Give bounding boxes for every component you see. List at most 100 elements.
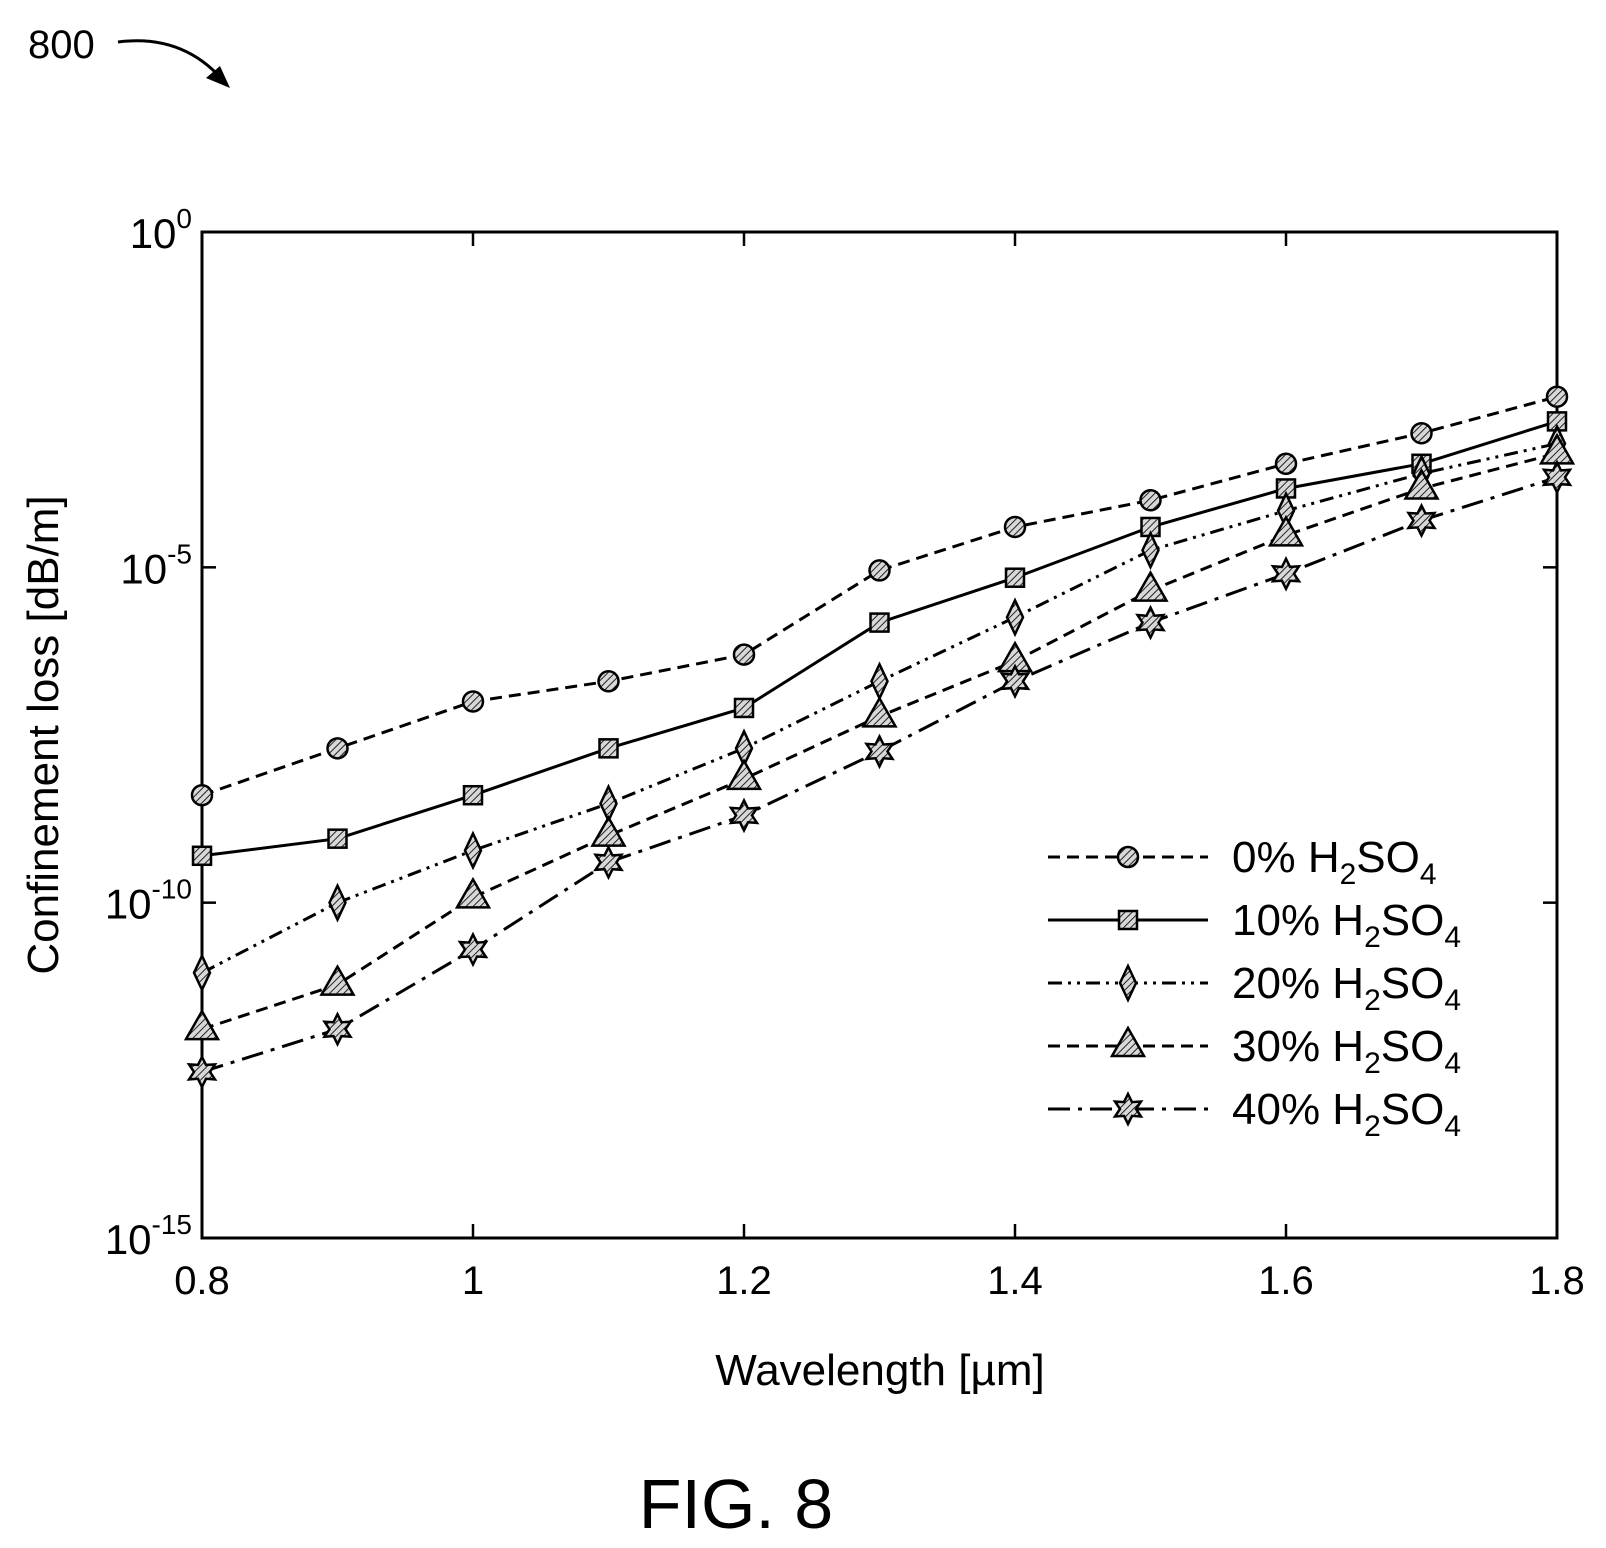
data-point-star bbox=[186, 1054, 218, 1090]
y-tick-label-base: 10 bbox=[120, 545, 167, 592]
data-point-triangle bbox=[1132, 570, 1169, 602]
x-tick-label: 1.8 bbox=[1529, 1259, 1585, 1303]
data-point-square bbox=[327, 828, 348, 849]
data-point-star bbox=[1406, 502, 1437, 539]
data-point-square bbox=[191, 845, 213, 867]
data-point-star bbox=[1270, 555, 1302, 592]
y-tick-label: 100 bbox=[130, 203, 192, 257]
data-point-triangle bbox=[1538, 432, 1576, 465]
legend-marker-square bbox=[1117, 909, 1139, 931]
data-point-diamond bbox=[870, 661, 889, 702]
legend-label-text: 10% H bbox=[1232, 896, 1364, 945]
legend-marker-star bbox=[1112, 1091, 1144, 1127]
data-point-triangle bbox=[183, 1008, 221, 1041]
y-tick-label-exponent: -15 bbox=[152, 1209, 192, 1240]
legend-marker-diamond bbox=[1118, 963, 1138, 1003]
data-point-circle bbox=[1545, 385, 1569, 408]
legend-label-subscript: 2 bbox=[1364, 1110, 1381, 1143]
legend-label-text: 40% H bbox=[1232, 1085, 1364, 1134]
data-point-circle bbox=[1410, 421, 1433, 445]
data-point-star bbox=[999, 663, 1031, 700]
data-point-star bbox=[457, 931, 489, 968]
legend-label-subscript: 4 bbox=[1444, 1110, 1461, 1143]
y-tick-label-base: 10 bbox=[130, 210, 177, 257]
legend-label-text: SO bbox=[1381, 959, 1445, 1008]
data-point-star bbox=[728, 797, 760, 834]
data-point-triangle bbox=[319, 964, 356, 996]
data-point-star bbox=[864, 733, 895, 770]
data-point-square bbox=[1004, 567, 1026, 588]
x-axis-label: Wavelength [µm] bbox=[715, 1346, 1044, 1395]
data-point-square bbox=[462, 784, 484, 806]
legend-label: 20% H2SO4 bbox=[1232, 959, 1461, 1017]
figure-ref-arrowhead bbox=[206, 66, 230, 88]
y-axis-label: Confinement loss [dB/m] bbox=[19, 495, 68, 974]
data-point-circle bbox=[868, 559, 891, 582]
data-point-triangle bbox=[1267, 514, 1305, 547]
data-point-star bbox=[1541, 459, 1573, 496]
y-tick-label-exponent: -5 bbox=[167, 538, 192, 569]
data-point-triangle bbox=[454, 876, 492, 909]
y-tick-label: 10-10 bbox=[105, 874, 192, 928]
data-point-star bbox=[322, 1011, 353, 1048]
legend-label-subscript: 2 bbox=[1364, 1047, 1381, 1080]
legend-label-text: SO bbox=[1381, 896, 1445, 945]
legend-entry: 20% H2SO4 bbox=[1048, 959, 1461, 1017]
legend-entry: 0% H2SO4 bbox=[1048, 833, 1437, 891]
legend-label-subscript: 4 bbox=[1420, 858, 1437, 891]
legend-label-subscript: 2 bbox=[1364, 921, 1381, 954]
data-point-star bbox=[1135, 604, 1166, 641]
data-point-circle bbox=[1139, 489, 1162, 512]
legend-label-text: SO bbox=[1356, 833, 1420, 882]
series-line bbox=[201, 419, 1558, 858]
y-tick-label-exponent: 0 bbox=[176, 203, 192, 234]
series-line bbox=[201, 395, 1558, 797]
legend-label: 10% H2SO4 bbox=[1232, 896, 1461, 954]
y-tick-label-base: 10 bbox=[105, 881, 152, 928]
data-point-diamond bbox=[328, 882, 347, 923]
legend-label-subscript: 4 bbox=[1444, 1047, 1461, 1080]
figure-caption: FIG. 8 bbox=[639, 1465, 833, 1543]
plot-area bbox=[200, 230, 1559, 1240]
series-star bbox=[186, 459, 1573, 1090]
data-point-circle bbox=[326, 737, 349, 760]
legend-label-subscript: 2 bbox=[1364, 984, 1381, 1017]
legend-label-text: 0% H bbox=[1232, 833, 1340, 882]
legend-label-subscript: 4 bbox=[1444, 921, 1461, 954]
data-point-diamond bbox=[463, 830, 483, 871]
legend-entry: 30% H2SO4 bbox=[1048, 1022, 1461, 1080]
legend-marker-circle bbox=[1116, 845, 1140, 869]
data-point-circle bbox=[732, 643, 756, 666]
data-point-square bbox=[733, 697, 755, 719]
data-point-diamond bbox=[1005, 597, 1025, 638]
x-tick-label: 1.2 bbox=[716, 1259, 772, 1303]
legend-entry: 10% H2SO4 bbox=[1048, 896, 1461, 954]
legend-label-text: 30% H bbox=[1232, 1022, 1364, 1071]
y-tick-label: 10-5 bbox=[120, 538, 192, 592]
legend-label: 30% H2SO4 bbox=[1232, 1022, 1461, 1080]
legend-marker-triangle bbox=[1109, 1025, 1147, 1058]
legend-label-subscript: 4 bbox=[1444, 984, 1461, 1017]
legend-label-text: SO bbox=[1381, 1022, 1445, 1071]
x-tick-label: 1.4 bbox=[987, 1259, 1043, 1303]
series-triangle bbox=[183, 432, 1576, 1041]
data-point-triangle bbox=[1403, 467, 1440, 500]
series-layer bbox=[183, 385, 1576, 1090]
data-point-circle bbox=[1003, 515, 1027, 539]
data-point-circle bbox=[597, 670, 620, 693]
legend-label: 0% H2SO4 bbox=[1232, 833, 1437, 891]
legend-label-text: SO bbox=[1381, 1085, 1445, 1134]
y-tick-label-exponent: -10 bbox=[152, 874, 192, 905]
series-square bbox=[191, 411, 1568, 867]
legend-entry: 40% H2SO4 bbox=[1048, 1085, 1461, 1143]
series-circle bbox=[190, 385, 1569, 807]
y-tick-label: 10-15 bbox=[105, 1209, 192, 1263]
data-point-circle bbox=[190, 783, 214, 807]
x-tick-label: 1 bbox=[462, 1259, 484, 1303]
data-point-square bbox=[869, 612, 890, 633]
legend-label: 40% H2SO4 bbox=[1232, 1085, 1461, 1143]
data-point-square bbox=[598, 738, 619, 759]
